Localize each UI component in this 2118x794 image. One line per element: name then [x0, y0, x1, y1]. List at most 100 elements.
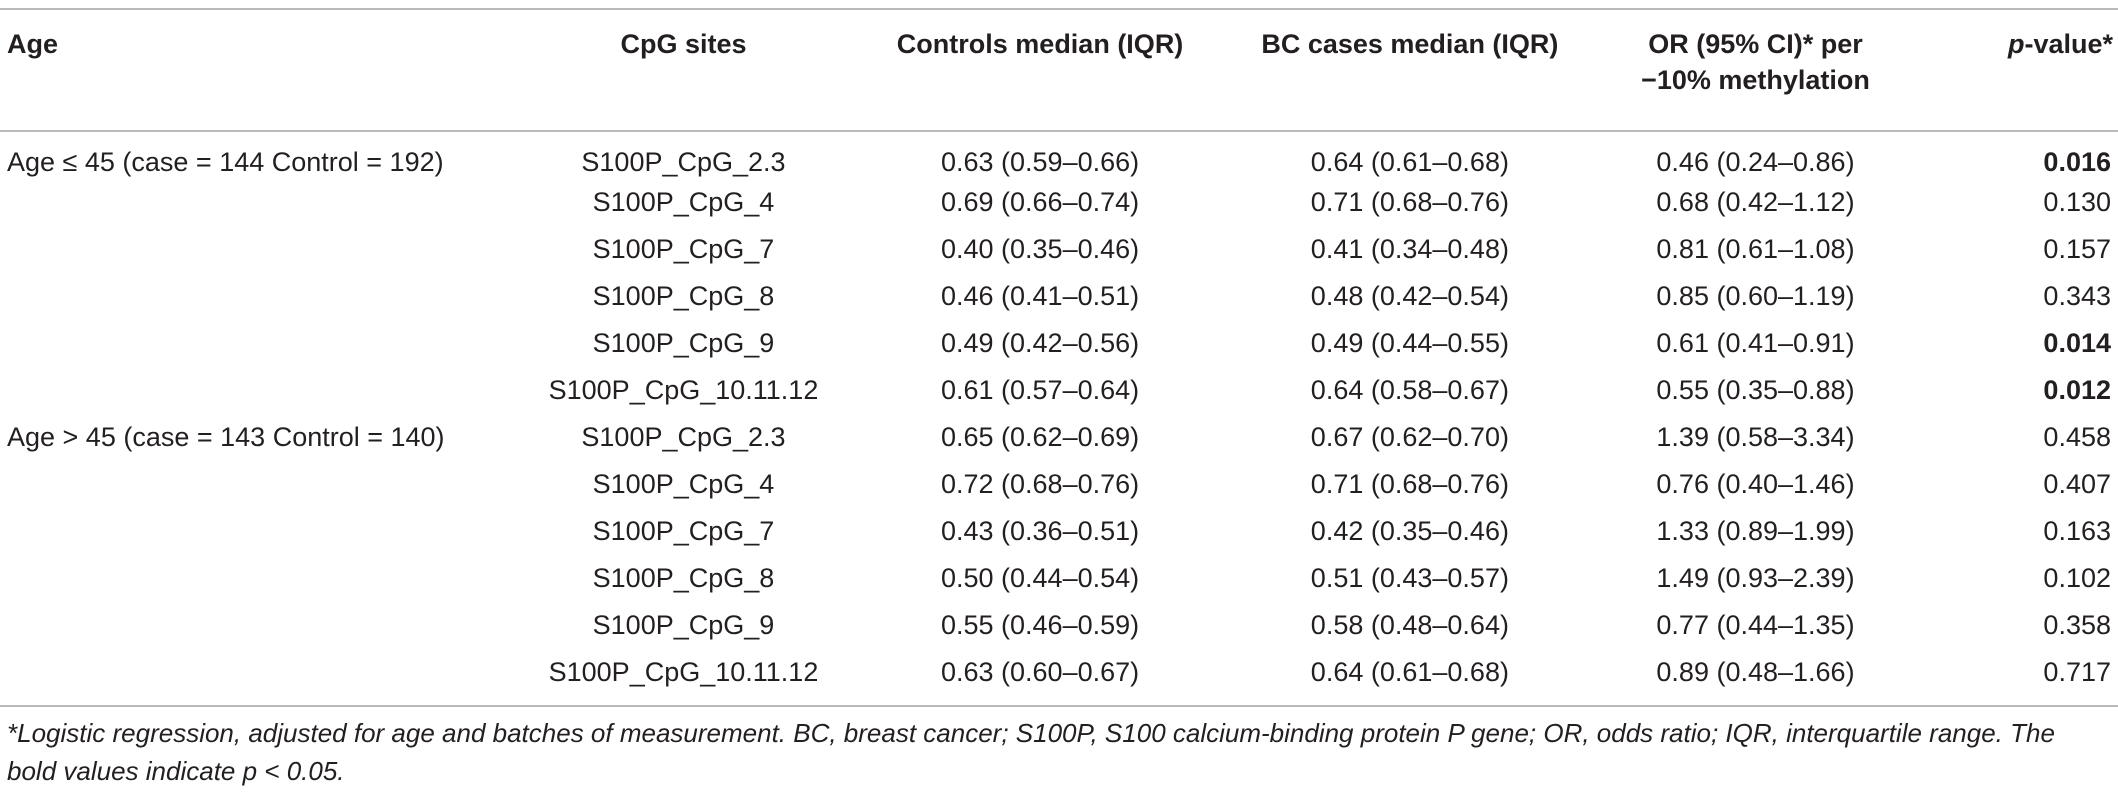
cell-controls-median: 0.63 (0.59–0.66)	[940, 147, 1140, 177]
cell-age-group	[0, 507, 520, 554]
cell-cases-median: 0.71 (0.68–0.76)	[1310, 186, 1509, 217]
table-row: S100P_CpG_4 0.69 (0.66–0.74) 0.71 (0.68–0.…	[0, 178, 2118, 225]
header-row: Age CpG sites Controls median (IQR) BC c…	[0, 9, 2118, 131]
cell-p-value: 0.130	[2043, 186, 2111, 217]
header-odds-ratio: OR (95% CI)* per −10% methylation	[1586, 9, 1925, 131]
cell-odds-ratio: 0.68 (0.42–1.12)	[1656, 186, 1855, 217]
cell-p-value: 0.407	[2043, 468, 2111, 499]
table-row: Age > 45 (case = 143 Control = 140) S100P…	[0, 413, 2118, 460]
cell-p-value: 0.012	[2043, 374, 2111, 405]
cell-odds-ratio: 1.49 (0.93–2.39)	[1656, 562, 1855, 593]
cell-cpg-site: S100P_CpG_8	[592, 562, 775, 593]
cell-cpg-site: S100P_CpG_2.3	[581, 147, 786, 177]
cell-cases-median: 0.48 (0.42–0.54)	[1310, 280, 1509, 311]
cell-cases-median: 0.42 (0.35–0.46)	[1310, 515, 1509, 546]
cell-odds-ratio: 0.89 (0.48–1.66)	[1656, 656, 1855, 687]
header-age: Age	[7, 29, 59, 59]
cell-odds-ratio: 0.76 (0.40–1.46)	[1656, 468, 1855, 499]
table-row: S100P_CpG_4 0.72 (0.68–0.76) 0.71 (0.68–0.…	[0, 460, 2118, 507]
cell-cases-median: 0.64 (0.61–0.68)	[1310, 656, 1509, 687]
cell-controls-median: 0.61 (0.57–0.64)	[940, 374, 1140, 405]
cell-cpg-site: S100P_CpG_7	[592, 233, 775, 264]
cell-age-group	[0, 319, 520, 366]
cell-cpg-site: S100P_CpG_4	[592, 186, 775, 217]
methylation-table: Age CpG sites Controls median (IQR) BC c…	[0, 8, 2118, 707]
cell-cases-median: 0.64 (0.61–0.68)	[1310, 147, 1509, 177]
table-row: S100P_CpG_7 0.43 (0.36–0.51) 0.42 (0.35–0.…	[0, 507, 2118, 554]
cell-age-group	[0, 178, 520, 225]
cell-controls-median: 0.46 (0.41–0.51)	[940, 280, 1140, 311]
cell-p-value: 0.157	[2043, 233, 2111, 264]
cell-cases-median: 0.64 (0.58–0.67)	[1310, 374, 1509, 405]
cell-cases-median: 0.51 (0.43–0.57)	[1310, 562, 1509, 593]
cell-cases-median: 0.71 (0.68–0.76)	[1310, 468, 1509, 499]
cell-age-group	[0, 366, 520, 413]
header-p-italic: p	[2007, 29, 2025, 59]
table-header: Age CpG sites Controls median (IQR) BC c…	[0, 9, 2118, 131]
cell-controls-median: 0.72 (0.68–0.76)	[940, 468, 1140, 499]
cell-controls-median: 0.40 (0.35–0.46)	[940, 233, 1140, 264]
table-row: S100P_CpG_7 0.40 (0.35–0.46) 0.41 (0.34–0.…	[0, 225, 2118, 272]
cell-age-group	[0, 554, 520, 601]
cell-controls-median: 0.55 (0.46–0.59)	[940, 609, 1140, 640]
cell-odds-ratio: 0.46 (0.24–0.86)	[1656, 147, 1855, 177]
cell-controls-median: 0.49 (0.42–0.56)	[940, 327, 1140, 358]
table-row: Age ≤ 45 (case = 144 Control = 192) S100P…	[0, 131, 2118, 178]
header-cpg-sites: CpG sites	[620, 29, 747, 59]
table-row: S100P_CpG_10.11.12 0.63 (0.60–0.67) 0.64 (…	[0, 648, 2118, 706]
header-or-line1: OR (95% CI)* per	[1648, 29, 1863, 59]
cell-cpg-site: S100P_CpG_10.11.12	[548, 374, 819, 405]
cell-cases-median: 0.49 (0.44–0.55)	[1310, 327, 1509, 358]
cell-controls-median: 0.50 (0.44–0.54)	[940, 562, 1140, 593]
cell-odds-ratio: 1.39 (0.58–3.34)	[1656, 421, 1855, 452]
cell-cases-median: 0.41 (0.34–0.48)	[1310, 233, 1509, 264]
cell-odds-ratio: 0.55 (0.35–0.88)	[1656, 374, 1855, 405]
table-row: S100P_CpG_9 0.55 (0.46–0.59) 0.58 (0.48–0.…	[0, 601, 2118, 648]
cell-p-value: 0.014	[2043, 327, 2111, 358]
cell-age-group	[0, 601, 520, 648]
cell-age-group	[0, 225, 520, 272]
cell-cpg-site: S100P_CpG_4	[592, 468, 775, 499]
cell-p-value: 0.358	[2043, 609, 2111, 640]
cell-odds-ratio: 0.81 (0.61–1.08)	[1656, 233, 1855, 264]
table-row: S100P_CpG_8 0.46 (0.41–0.51) 0.48 (0.42–0.…	[0, 272, 2118, 319]
cell-cpg-site: S100P_CpG_9	[592, 327, 775, 358]
cell-odds-ratio: 0.77 (0.44–1.35)	[1656, 609, 1855, 640]
header-cases-median: BC cases median (IQR)	[1261, 29, 1559, 59]
cell-controls-median: 0.43 (0.36–0.51)	[940, 515, 1140, 546]
table-footnote: *Logistic regression, adjusted for age a…	[7, 718, 2055, 786]
table-row: S100P_CpG_10.11.12 0.61 (0.57–0.64) 0.64 (…	[0, 366, 2118, 413]
cell-odds-ratio: 0.61 (0.41–0.91)	[1656, 327, 1855, 358]
cell-controls-median: 0.65 (0.62–0.69)	[940, 421, 1140, 452]
cell-odds-ratio: 0.85 (0.60–1.19)	[1656, 280, 1855, 311]
cell-p-value: 0.458	[2043, 421, 2111, 452]
cell-p-value: 0.102	[2043, 562, 2111, 593]
cell-cases-median: 0.67 (0.62–0.70)	[1310, 421, 1509, 452]
cell-cpg-site: S100P_CpG_10.11.12	[548, 656, 819, 687]
table-body: Age ≤ 45 (case = 144 Control = 192) S100P…	[0, 131, 2118, 706]
cell-cpg-site: S100P_CpG_7	[592, 515, 775, 546]
cell-p-value: 0.343	[2043, 280, 2111, 311]
cell-age-group: Age > 45 (case = 143 Control = 140)	[7, 421, 445, 452]
cell-p-value: 0.016	[2043, 147, 2111, 177]
table-row: S100P_CpG_8 0.50 (0.44–0.54) 0.51 (0.43–0.…	[0, 554, 2118, 601]
cell-cpg-site: S100P_CpG_9	[592, 609, 775, 640]
table-row: S100P_CpG_9 0.49 (0.42–0.56) 0.49 (0.44–0.…	[0, 319, 2118, 366]
cell-p-value: 0.163	[2043, 515, 2111, 546]
cell-odds-ratio: 1.33 (0.89–1.99)	[1656, 515, 1855, 546]
cell-controls-median: 0.63 (0.60–0.67)	[940, 656, 1140, 687]
cell-cpg-site: S100P_CpG_8	[592, 280, 775, 311]
cell-cases-median: 0.58 (0.48–0.64)	[1310, 609, 1509, 640]
cell-p-value: 0.717	[2043, 656, 2111, 687]
header-or-line2: −10% methylation	[1641, 65, 1870, 95]
cell-age-group: Age ≤ 45 (case = 144 Control = 192)	[7, 147, 444, 177]
header-p-value: p-value*	[1925, 9, 2118, 131]
cell-age-group	[0, 648, 520, 706]
cell-cpg-site: S100P_CpG_2.3	[581, 421, 786, 452]
header-controls-median: Controls median (IQR)	[896, 29, 1184, 59]
cell-age-group	[0, 272, 520, 319]
cell-age-group	[0, 460, 520, 507]
cell-controls-median: 0.69 (0.66–0.74)	[940, 186, 1140, 217]
header-p-rest: -value*	[2024, 29, 2113, 59]
